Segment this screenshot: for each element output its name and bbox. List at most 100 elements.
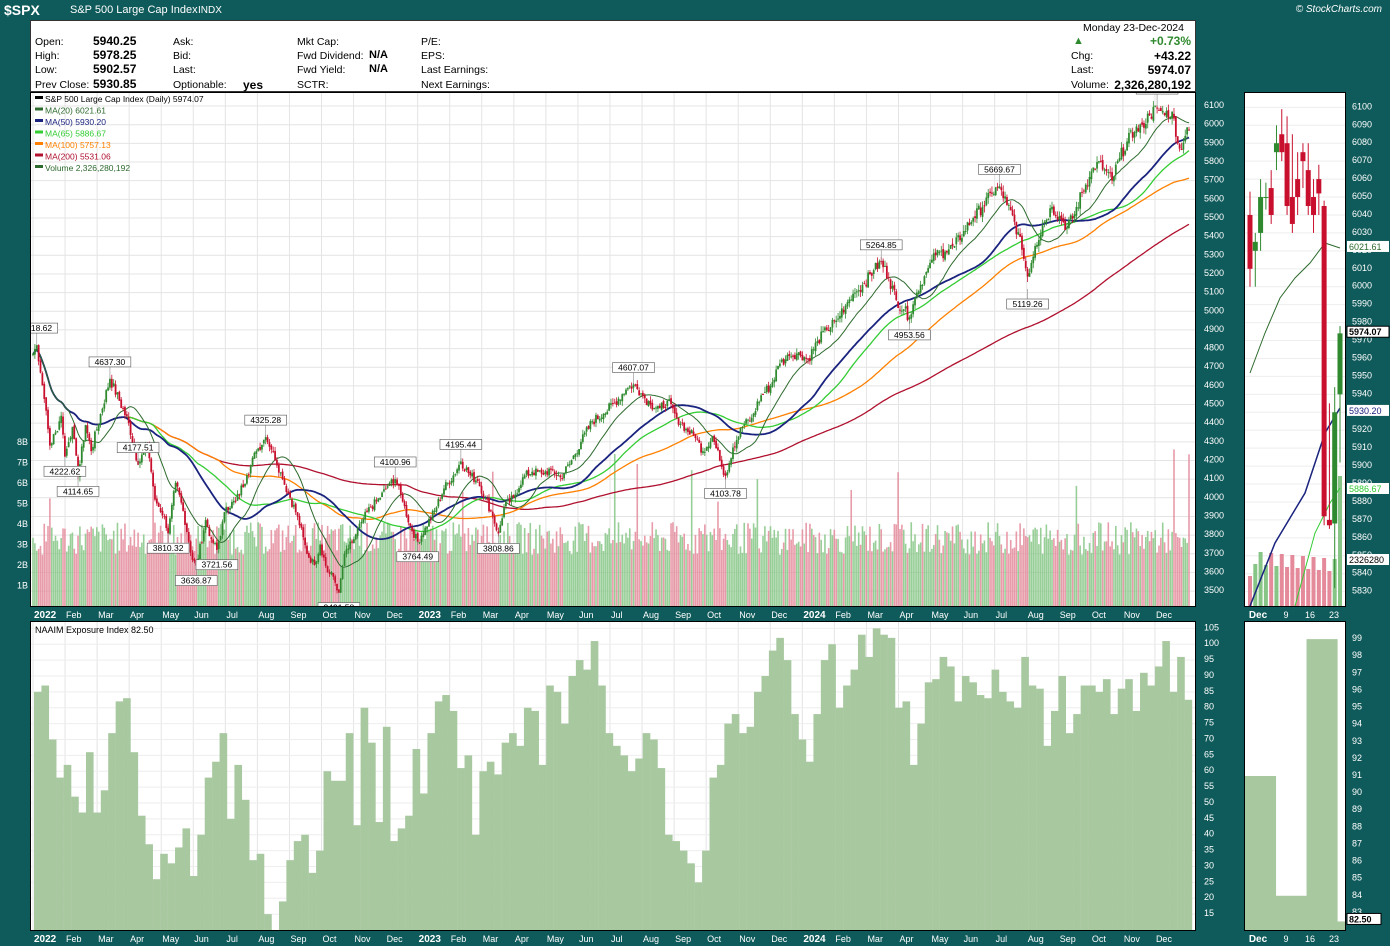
naaim-bar <box>115 701 124 930</box>
naaim-bar <box>293 841 302 930</box>
candle-body <box>223 512 226 522</box>
volume-bar <box>758 548 761 606</box>
volume-bar <box>43 523 46 606</box>
volume-bar <box>662 537 665 606</box>
naaim-bar <box>479 771 488 930</box>
candle-body <box>182 502 185 511</box>
volume-bar <box>1008 553 1010 606</box>
volume-value: 2,326,280,192 <box>1114 78 1191 92</box>
candle-body <box>970 221 973 224</box>
naaim-date-tick: Oct <box>707 934 722 944</box>
candle-body <box>1021 235 1023 250</box>
volume-bar <box>996 523 999 606</box>
naaim-bar <box>442 695 450 930</box>
ticker-symbol: $SPX <box>4 2 40 18</box>
candle-body <box>1107 171 1110 173</box>
value-label-box <box>1347 404 1389 416</box>
volume-bar <box>812 534 815 606</box>
naaim-bar <box>397 828 406 930</box>
candle-body <box>107 387 109 391</box>
volume-bar <box>737 553 740 606</box>
candle-body <box>264 437 267 441</box>
volume-bar <box>934 534 937 606</box>
naaim-bar <box>85 752 94 930</box>
volume-bar <box>899 529 901 606</box>
price-tick: 4800 <box>1204 343 1224 353</box>
candle-body <box>942 249 945 259</box>
annotation-box <box>146 542 190 554</box>
volume-bar <box>709 532 712 606</box>
candle-body <box>206 519 209 527</box>
volume-bar <box>386 522 389 606</box>
volume-bar <box>756 479 759 606</box>
candle-body <box>818 339 821 344</box>
detail-candle <box>1284 143 1290 207</box>
last-earnings-label: Last Earnings: <box>421 64 489 76</box>
naaim-bar <box>41 685 50 930</box>
volume-bar <box>375 537 378 606</box>
volume-bar <box>58 549 61 606</box>
volume-bar <box>938 539 941 606</box>
volume-bar <box>64 528 66 606</box>
candle-body <box>621 394 624 402</box>
candle-body <box>936 250 939 256</box>
volume-bar <box>861 526 864 606</box>
candle-body <box>157 503 160 507</box>
candle-body <box>1062 217 1065 223</box>
naaim-bar <box>850 669 859 930</box>
volume-bar <box>612 540 614 606</box>
volume-bar <box>784 528 787 606</box>
candle-body <box>1180 148 1183 150</box>
candle-body <box>694 434 697 439</box>
detail-candle <box>1289 197 1295 224</box>
candle-body <box>855 291 858 293</box>
naaim-bar <box>909 764 918 930</box>
volume-bar <box>810 528 813 606</box>
volume-bar <box>932 545 935 606</box>
volume-bar <box>101 524 104 606</box>
naaim-bar <box>464 755 473 930</box>
volume-bar <box>634 531 637 606</box>
candle-body <box>555 475 558 477</box>
volume-bar <box>848 536 851 606</box>
legend-entry: MA(65) 5886.67 <box>45 129 106 139</box>
candle-body <box>285 486 288 493</box>
candle-body <box>705 446 708 451</box>
candle-body <box>414 533 417 539</box>
candle-body <box>234 500 237 502</box>
volume-bar <box>963 548 965 606</box>
detail-volume-bar <box>1316 570 1321 606</box>
candle-body <box>411 527 413 532</box>
candle-body <box>476 479 479 482</box>
volume-bar <box>993 545 995 606</box>
volume-bar <box>371 544 374 606</box>
candle-body <box>454 474 457 476</box>
candle-body <box>495 523 498 531</box>
candle-body <box>1169 117 1172 119</box>
detail-price-tick: 5830 <box>1352 586 1372 596</box>
volume-bar <box>319 554 321 606</box>
candle-body <box>1067 219 1070 229</box>
price-tick: 5700 <box>1204 175 1224 185</box>
volume-bar <box>925 529 928 606</box>
candle-body <box>540 469 543 474</box>
volume-bar <box>1068 554 1070 606</box>
annotation-label: 4818.62 <box>31 323 52 333</box>
volume-bar <box>476 529 479 606</box>
candle-body <box>533 472 535 476</box>
naaim-bar <box>368 742 376 930</box>
volume-bar <box>728 544 731 606</box>
volume-bar <box>279 551 282 606</box>
candle-body <box>1126 141 1128 151</box>
volume-bar <box>490 548 492 606</box>
volume-bar <box>897 472 899 606</box>
naaim-bar <box>1021 656 1029 930</box>
volume-bar <box>238 552 241 606</box>
volume-bar <box>595 546 597 606</box>
volume-bar <box>1058 541 1061 606</box>
volume-bar <box>754 527 757 606</box>
volume-bar <box>929 551 931 606</box>
volume-bar <box>111 539 113 606</box>
naaim-tick: 90 <box>1204 670 1214 680</box>
volume-bar <box>1148 541 1151 606</box>
